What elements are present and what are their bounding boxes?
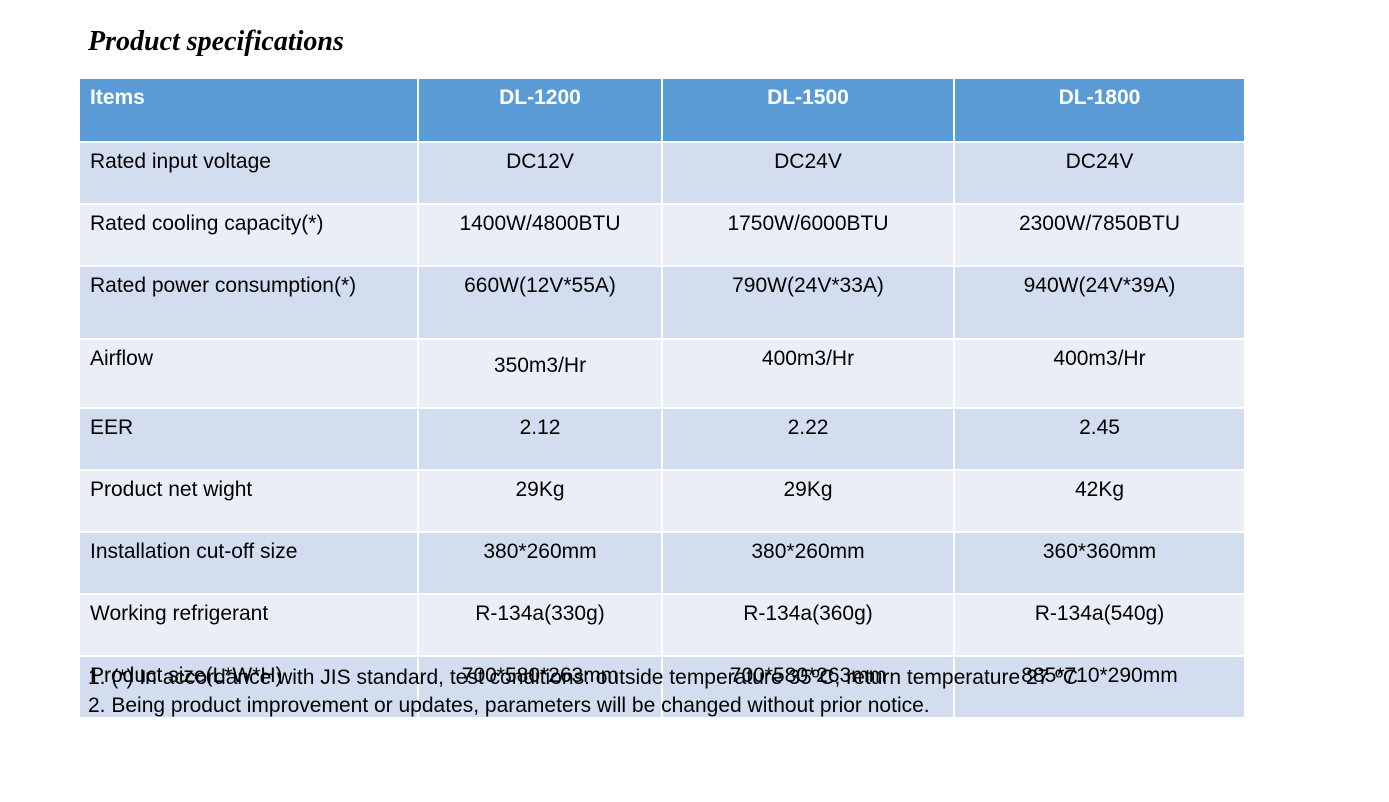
cell-value: 940W(24V*39A)	[953, 265, 1246, 340]
table-row: Rated power consumption(*) 660W(12V*55A)…	[78, 265, 1246, 340]
row-label: Working refrigerant	[78, 593, 419, 657]
table-row: Product net wight 29Kg 29Kg 42Kg	[78, 469, 1246, 533]
cell-value: 2.12	[417, 407, 663, 471]
cell-value: R-134a(540g)	[953, 593, 1246, 657]
cell-value: 400m3/Hr	[953, 338, 1246, 409]
cell-value: 1400W/4800BTU	[417, 203, 663, 267]
cell-value: DC12V	[417, 141, 663, 205]
cell-value: DC24V	[953, 141, 1246, 205]
cell-value: DC24V	[661, 141, 955, 205]
cell-value: 42Kg	[953, 469, 1246, 533]
cell-value: R-134a(360g)	[661, 593, 955, 657]
table-row: Product size(L*W*H) 700*580*263mm 700*58…	[78, 655, 1246, 719]
cell-value: 29Kg	[417, 469, 663, 533]
footnotes: 1. (*) In accordance with JIS standard, …	[88, 664, 1078, 720]
cell-value: 2300W/7850BTU	[953, 203, 1246, 267]
header-dl-1800: DL-1800	[953, 77, 1246, 143]
table-row: Working refrigerant R-134a(330g) R-134a(…	[78, 593, 1246, 657]
cell-value: 885*710*290mm	[953, 655, 1246, 719]
row-label: Rated input voltage	[78, 141, 419, 205]
row-label: Product net wight	[78, 469, 419, 533]
cell-value: 790W(24V*33A)	[661, 265, 955, 340]
cell-value: 700*580*263mm	[661, 655, 955, 719]
header-items: Items	[78, 77, 419, 143]
header-dl-1500: DL-1500	[661, 77, 955, 143]
cell-value: 360*360mm	[953, 531, 1246, 595]
table-header-row: Items DL-1200 DL-1500 DL-1800	[78, 77, 1246, 143]
cell-value: 400m3/Hr	[661, 338, 955, 409]
row-label: EER	[78, 407, 419, 471]
cell-value: 2.22	[661, 407, 955, 471]
header-dl-1200: DL-1200	[417, 77, 663, 143]
cell-value: 350m3/Hr	[417, 338, 663, 409]
spec-table: Items DL-1200 DL-1500 DL-1800 Rated inpu…	[78, 77, 1246, 719]
cell-value: 660W(12V*55A)	[417, 265, 663, 340]
cell-value: 700*580*263mm	[417, 655, 663, 719]
row-label: Installation cut-off size	[78, 531, 419, 595]
cell-value: 380*260mm	[661, 531, 955, 595]
cell-value: 1750W/6000BTU	[661, 203, 955, 267]
table-row: Rated input voltage DC12V DC24V DC24V	[78, 141, 1246, 205]
cell-value: R-134a(330g)	[417, 593, 663, 657]
footnote-jis-standard: 1. (*) In accordance with JIS standard, …	[88, 666, 1079, 689]
cell-value: 380*260mm	[417, 531, 663, 595]
cell-value: 2.45	[953, 407, 1246, 471]
row-label: Airflow	[78, 338, 419, 409]
page-title: Product specifications	[88, 26, 344, 57]
table-row: Rated cooling capacity(*) 1400W/4800BTU …	[78, 203, 1246, 267]
row-label: Rated cooling capacity(*)	[78, 203, 419, 267]
table-row: Installation cut-off size 380*260mm 380*…	[78, 531, 1246, 595]
cell-value: 29Kg	[661, 469, 955, 533]
row-label: Product size(L*W*H)	[78, 655, 419, 719]
table-row: EER 2.12 2.22 2.45	[78, 407, 1246, 471]
footnote-parameter-changes: 2. Being product improvement or updates,…	[88, 694, 930, 717]
row-label: Rated power consumption(*)	[78, 265, 419, 340]
table-row: Airflow 350m3/Hr 400m3/Hr 400m3/Hr	[78, 338, 1246, 409]
